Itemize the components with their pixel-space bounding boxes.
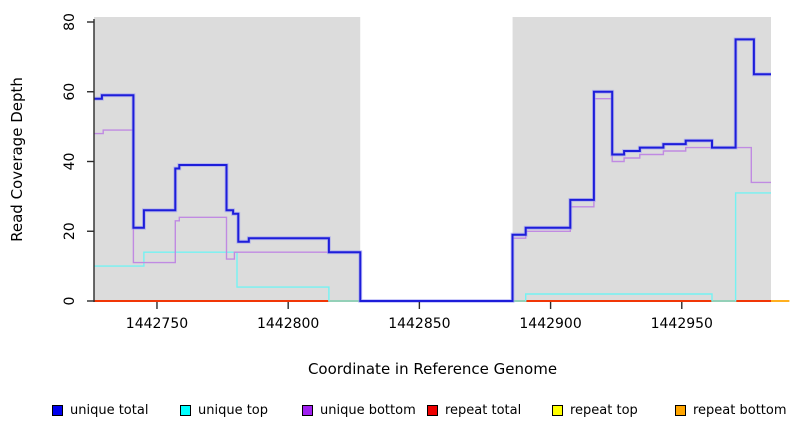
x-tick-label-1442800: 1442800 <box>257 316 319 332</box>
legend-item-repeat-top: repeat top <box>552 400 638 420</box>
x-tick-label-1442750: 1442750 <box>126 316 188 332</box>
legend-label: unique top <box>198 402 269 418</box>
x-tick-label-1442950: 1442950 <box>651 316 713 332</box>
y-tick-label-80: 80 <box>62 13 78 31</box>
coverage-band-1 <box>512 17 771 302</box>
y-tick-label-40: 40 <box>62 153 78 171</box>
legend-swatch-repeat-bottom <box>675 404 686 416</box>
legend-label: unique bottom <box>320 402 416 418</box>
legend-label: unique total <box>70 402 149 418</box>
legend-item-unique-bottom: unique bottom <box>302 400 416 420</box>
x-tick-label-1442900: 1442900 <box>519 316 581 332</box>
y-tick-label-0: 0 <box>62 297 78 306</box>
legend-swatch-repeat-total <box>427 404 438 416</box>
legend-label: repeat total <box>445 402 522 418</box>
legend-item-repeat-bottom: repeat bottom <box>675 400 787 420</box>
x-tick-label-1442850: 1442850 <box>388 316 450 332</box>
x-axis-label: Coordinate in Reference Genome <box>307 360 558 378</box>
legend-item-unique-total: unique total <box>52 400 148 420</box>
legend-swatch-unique-top <box>180 404 191 416</box>
coverage-chart: 0 20 40 60 80 1442750 1442800 1442850 1442900 144… <box>8 13 790 332</box>
legend-label: repeat top <box>570 402 638 418</box>
y-tick-label-60: 60 <box>62 83 78 101</box>
y-tick-label-20: 20 <box>62 222 78 240</box>
legend-swatch-unique-total <box>52 404 63 416</box>
legend-item-repeat-total: repeat total <box>427 400 521 420</box>
gap-region <box>360 17 513 302</box>
legend-swatch-repeat-top <box>552 404 563 416</box>
series-unique-total <box>94 38 771 302</box>
legend-swatch-unique-bottom <box>302 404 313 416</box>
chart-legend: unique total unique top unique bottom repea… <box>0 400 792 424</box>
legend-label: repeat bottom <box>693 402 787 418</box>
y-axis-label: Read Coverage Depth <box>8 77 26 242</box>
legend-item-unique-top: unique top <box>180 400 268 420</box>
